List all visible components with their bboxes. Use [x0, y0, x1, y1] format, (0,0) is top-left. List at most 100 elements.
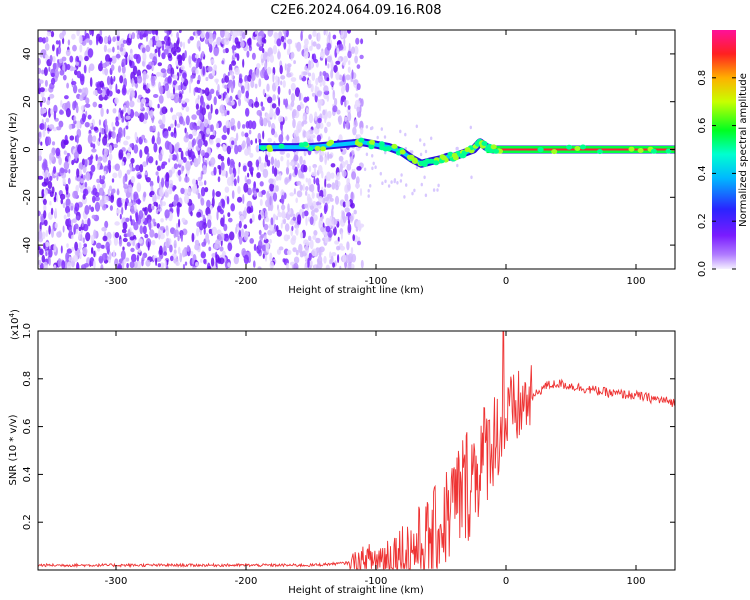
heatmap-cell: [470, 175, 473, 180]
heatmap-cell: [345, 200, 351, 208]
heatmap-cell: [280, 204, 286, 211]
heatmap-cell: [133, 235, 136, 240]
heatmap-cell: [253, 190, 258, 197]
heatmap-cell: [39, 87, 45, 93]
heatmap-cell: [130, 247, 135, 253]
heatmap-cell: [339, 245, 345, 251]
heatmap-cell: [342, 74, 345, 83]
heatmap-cell: [356, 221, 360, 228]
heatmap-cell: [359, 104, 362, 114]
heatmap-cell: [101, 252, 108, 262]
heatmap-cell: [76, 134, 79, 144]
heatmap-cell: [213, 47, 219, 57]
heatmap-cell: [284, 98, 288, 108]
heatmap-cell: [177, 235, 180, 242]
heatmap-cell: [175, 112, 181, 117]
heatmap-cell: [194, 125, 201, 130]
heatmap-cell: [354, 99, 361, 107]
heatmap-cell: [168, 203, 174, 208]
heatmap-cell: [153, 142, 158, 153]
heatmap-cell: [345, 82, 350, 93]
svg-text:(x104): (x104): [8, 309, 21, 340]
heatmap-cell: [168, 187, 173, 195]
heatmap-cell: [381, 181, 384, 185]
heatmap-cell: [325, 225, 331, 233]
heatmap-cell: [82, 193, 86, 200]
heatmap-cell: [229, 166, 233, 175]
heatmap-cell: [129, 90, 136, 98]
heatmap-cell: [95, 154, 98, 162]
snr-series-line: [38, 331, 675, 570]
heatmap-cell: [259, 162, 265, 173]
heatmap-cell: [176, 31, 180, 39]
heatmap-cell: [73, 151, 79, 159]
heatmap-cell: [46, 136, 52, 146]
heatmap-cell: [191, 178, 197, 186]
heatmap-cell: [275, 75, 279, 82]
heatmap-cell: [55, 147, 61, 157]
heatmap-cell: [48, 124, 55, 130]
heatmap-cell: [190, 151, 195, 161]
heatmap-cell: [78, 60, 82, 68]
heatmap-cell: [353, 79, 359, 85]
heatmap-cell: [71, 66, 77, 71]
heatmap-cell: [312, 235, 317, 240]
heatmap-cell: [43, 67, 48, 76]
heatmap-cell: [250, 79, 255, 89]
heatmap-cell: [44, 171, 48, 179]
heatmap-cell: [272, 72, 275, 83]
heatmap-cell: [137, 248, 141, 253]
heatmap-cell: [44, 265, 48, 269]
heatmap-cell: [104, 118, 108, 126]
heatmap-cell: [266, 159, 271, 167]
heatmap-cell: [205, 232, 210, 243]
heatmap-cell: [91, 247, 94, 254]
heatmap-cell: [100, 244, 105, 249]
heatmap-cell: [222, 82, 225, 88]
heatmap-cell: [173, 199, 177, 207]
heatmap-cell: [437, 183, 440, 188]
heatmap-cell: [170, 255, 174, 262]
heatmap-cell: [148, 39, 153, 48]
heatmap-cell: [126, 37, 132, 46]
heatmap-cell: [177, 169, 181, 176]
heatmap-cell: [282, 80, 286, 88]
heatmap-cell: [256, 109, 262, 116]
x-tick-label: -300: [105, 576, 128, 587]
heatmap-cell: [235, 226, 238, 234]
heatmap-cell: [237, 164, 240, 175]
heatmap-cell: [110, 78, 114, 85]
heatmap-cell: [130, 176, 136, 184]
heatmap-cell: [92, 195, 96, 203]
heatmap-cell: [115, 116, 119, 123]
heatmap-cell: [90, 234, 95, 245]
heatmap-cell: [185, 115, 190, 126]
heatmap-cell: [319, 122, 324, 129]
heatmap-cell: [184, 176, 190, 183]
heatmap-cell: [115, 83, 118, 94]
heatmap-cell: [335, 60, 341, 65]
heatmap-cell: [164, 83, 169, 92]
heatmap-cell: [39, 123, 45, 130]
heatmap-cell: [159, 262, 165, 269]
heatmap-cell: [248, 129, 252, 135]
heatmap-cell: [294, 87, 301, 98]
heatmap-cell: [242, 58, 245, 68]
heatmap-cell: [219, 104, 225, 114]
heatmap-cell: [139, 149, 143, 159]
heatmap-cell: [138, 238, 144, 244]
heatmap-cell: [147, 241, 150, 251]
heatmap-cell: [318, 99, 323, 106]
heatmap-cell: [81, 87, 87, 97]
heatmap-cell: [123, 183, 128, 189]
heatmap-cell: [315, 122, 321, 129]
heatmap-cell: [277, 85, 281, 95]
heatmap-cell: [247, 82, 250, 92]
heatmap-cell: [126, 233, 129, 237]
heatmap-cell: [293, 262, 299, 269]
heatmap-cell: [58, 120, 64, 128]
heatmap-cell: [210, 103, 213, 114]
heatmap-cell: [356, 83, 361, 91]
heatmap-cell: [42, 198, 47, 205]
heatmap-cell: [265, 150, 267, 156]
